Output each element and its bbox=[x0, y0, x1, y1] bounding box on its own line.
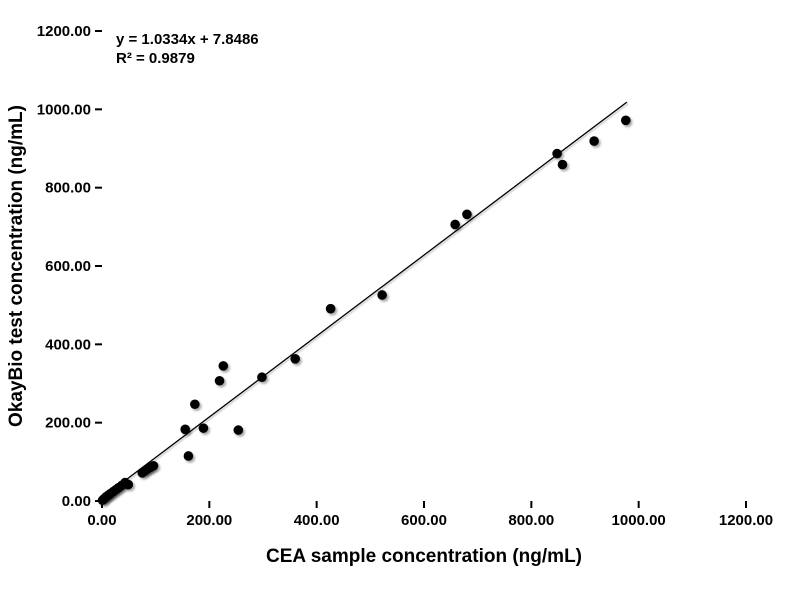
x-tick-label: 1200.00 bbox=[719, 512, 773, 529]
data-point bbox=[552, 148, 562, 159]
y-tick-label: 800.00 bbox=[45, 180, 91, 197]
data-point bbox=[148, 460, 159, 471]
data-point bbox=[233, 425, 244, 435]
data-point bbox=[589, 136, 599, 146]
x-tick-label: 600.00 bbox=[401, 512, 447, 529]
data-point bbox=[198, 423, 209, 433]
data-point bbox=[180, 424, 190, 435]
trend-line bbox=[101, 101, 628, 499]
x-axis-title: CEA sample concentration (ng/mL) bbox=[266, 546, 582, 567]
y-tick-label: 1200.00 bbox=[37, 23, 91, 40]
y-tick-label: 600.00 bbox=[45, 258, 91, 275]
data-point bbox=[183, 451, 194, 461]
equation-text: y = 1.0334x + 7.8486 bbox=[116, 31, 259, 48]
y-tick-label: 400.00 bbox=[45, 336, 91, 353]
x-tick-label: 1000.00 bbox=[612, 512, 666, 529]
y-tick-label: 1000.00 bbox=[37, 101, 91, 118]
x-tick-label: 800.00 bbox=[508, 512, 554, 529]
x-tick-label: 200.00 bbox=[186, 512, 232, 529]
y-axis-title: OkayBio test concentration (ng/mL) bbox=[6, 105, 27, 427]
data-point bbox=[620, 115, 631, 126]
data-point bbox=[123, 479, 134, 490]
data-point bbox=[290, 354, 301, 364]
x-tick-label: 400.00 bbox=[294, 512, 340, 529]
r-squared-text: R² = 0.9879 bbox=[116, 50, 195, 67]
data-point bbox=[462, 209, 472, 220]
trendline-equation: y = 1.0334x + 7.8486 R² = 0.9879 bbox=[116, 30, 259, 68]
y-tick-label: 0.00 bbox=[62, 493, 91, 510]
data-point bbox=[450, 219, 460, 230]
data-point bbox=[257, 372, 267, 383]
data-point bbox=[218, 361, 229, 371]
data-point bbox=[214, 375, 225, 386]
data-point bbox=[557, 159, 568, 170]
x-tick-label: 0.00 bbox=[87, 512, 116, 529]
data-point bbox=[377, 290, 387, 300]
data-point bbox=[325, 303, 336, 314]
data-point bbox=[190, 399, 200, 410]
y-tick-label: 200.00 bbox=[45, 415, 91, 432]
